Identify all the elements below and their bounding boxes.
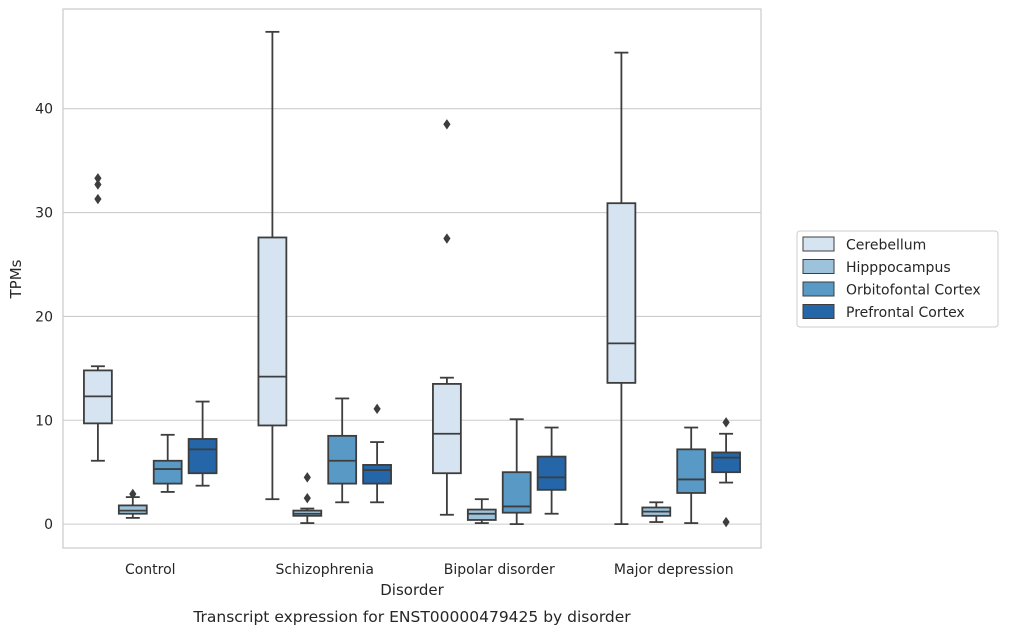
y-axis-ticks: 0 10 20 30 40 (35, 102, 53, 533)
box-major-depression (676, 426, 707, 524)
box-schizophrenia (362, 403, 392, 504)
box-body (606, 202, 637, 384)
legend-swatch (802, 259, 835, 274)
box-series (83, 30, 741, 528)
box-control (117, 488, 148, 519)
box-body (432, 383, 462, 475)
outlier-marker (303, 472, 311, 483)
legend-entry: Cerebellum (846, 238, 926, 254)
legend-swatch (802, 304, 835, 319)
legend-swatch (802, 281, 835, 297)
box-body (117, 504, 148, 515)
x-tick-label: Major depression (614, 562, 734, 578)
box-schizophrenia (292, 472, 323, 524)
x-tick-label: Bipolar disorder (444, 562, 555, 578)
x-axis-ticks: Control Schizophrenia Bipolar disorder Majo… (125, 562, 734, 578)
outlier-marker (94, 173, 102, 184)
y-tick-label: 0 (44, 517, 53, 533)
legend-entry: Hipppocampus (846, 260, 951, 276)
y-tick-label: 40 (35, 102, 53, 118)
x-tick-label: Control (125, 562, 176, 578)
legend-swatch (802, 236, 835, 252)
y-tick-label: 30 (35, 206, 53, 222)
x-tick-label: Schizophrenia (276, 562, 374, 578)
box-control (83, 173, 113, 462)
legend-entry: Prefrontal Cortex (846, 305, 965, 321)
box-bipolar-disorder (501, 418, 532, 526)
box-bipolar-disorder (536, 426, 567, 515)
outlier-marker (129, 488, 137, 500)
box-body (187, 438, 218, 475)
box-schizophrenia (327, 397, 358, 504)
outlier-marker (443, 233, 451, 244)
outlier-marker (303, 492, 311, 504)
box-major-depression (711, 417, 741, 528)
box-body (676, 448, 707, 494)
plot-frame (62, 8, 762, 549)
outlier-marker (443, 119, 451, 130)
box-body (466, 508, 497, 521)
outlier-marker (373, 403, 381, 415)
box-body (536, 455, 567, 491)
legend-frame (796, 230, 999, 328)
series-cerebellum (83, 30, 637, 526)
box-major-depression (606, 51, 637, 526)
figure-caption: Transcript expression for ENST0000047942… (192, 608, 631, 626)
box-body (257, 236, 288, 427)
y-tick-label: 10 (35, 413, 53, 429)
box-body (327, 434, 358, 485)
outlier-marker (722, 516, 730, 528)
y-tick-label: 20 (35, 309, 53, 325)
box-control (152, 433, 183, 493)
outlier-marker (94, 193, 102, 205)
box-body (711, 451, 741, 474)
legend-entry: Orbitofontal Cortex (846, 283, 981, 299)
series-prefrontal-cortex (187, 400, 741, 528)
box-major-depression (641, 501, 672, 523)
x-axis-label: Disorder (380, 581, 444, 599)
box-bipolar-disorder (432, 119, 462, 516)
outlier-marker (722, 417, 730, 428)
series-orbitofontal-cortex (152, 397, 707, 526)
outlier-marker (94, 179, 102, 190)
legend: Cerebellum Hipppocampus Orbitofontal Corte… (796, 230, 999, 328)
box-body (362, 464, 392, 485)
box-control (187, 400, 218, 487)
box-schizophrenia (257, 30, 288, 501)
y-axis-label: TPMs (7, 259, 25, 299)
box-body (152, 459, 183, 485)
box-bipolar-disorder (466, 498, 497, 524)
grid-lines (63, 108, 761, 525)
series-hipppocampus (117, 472, 672, 524)
